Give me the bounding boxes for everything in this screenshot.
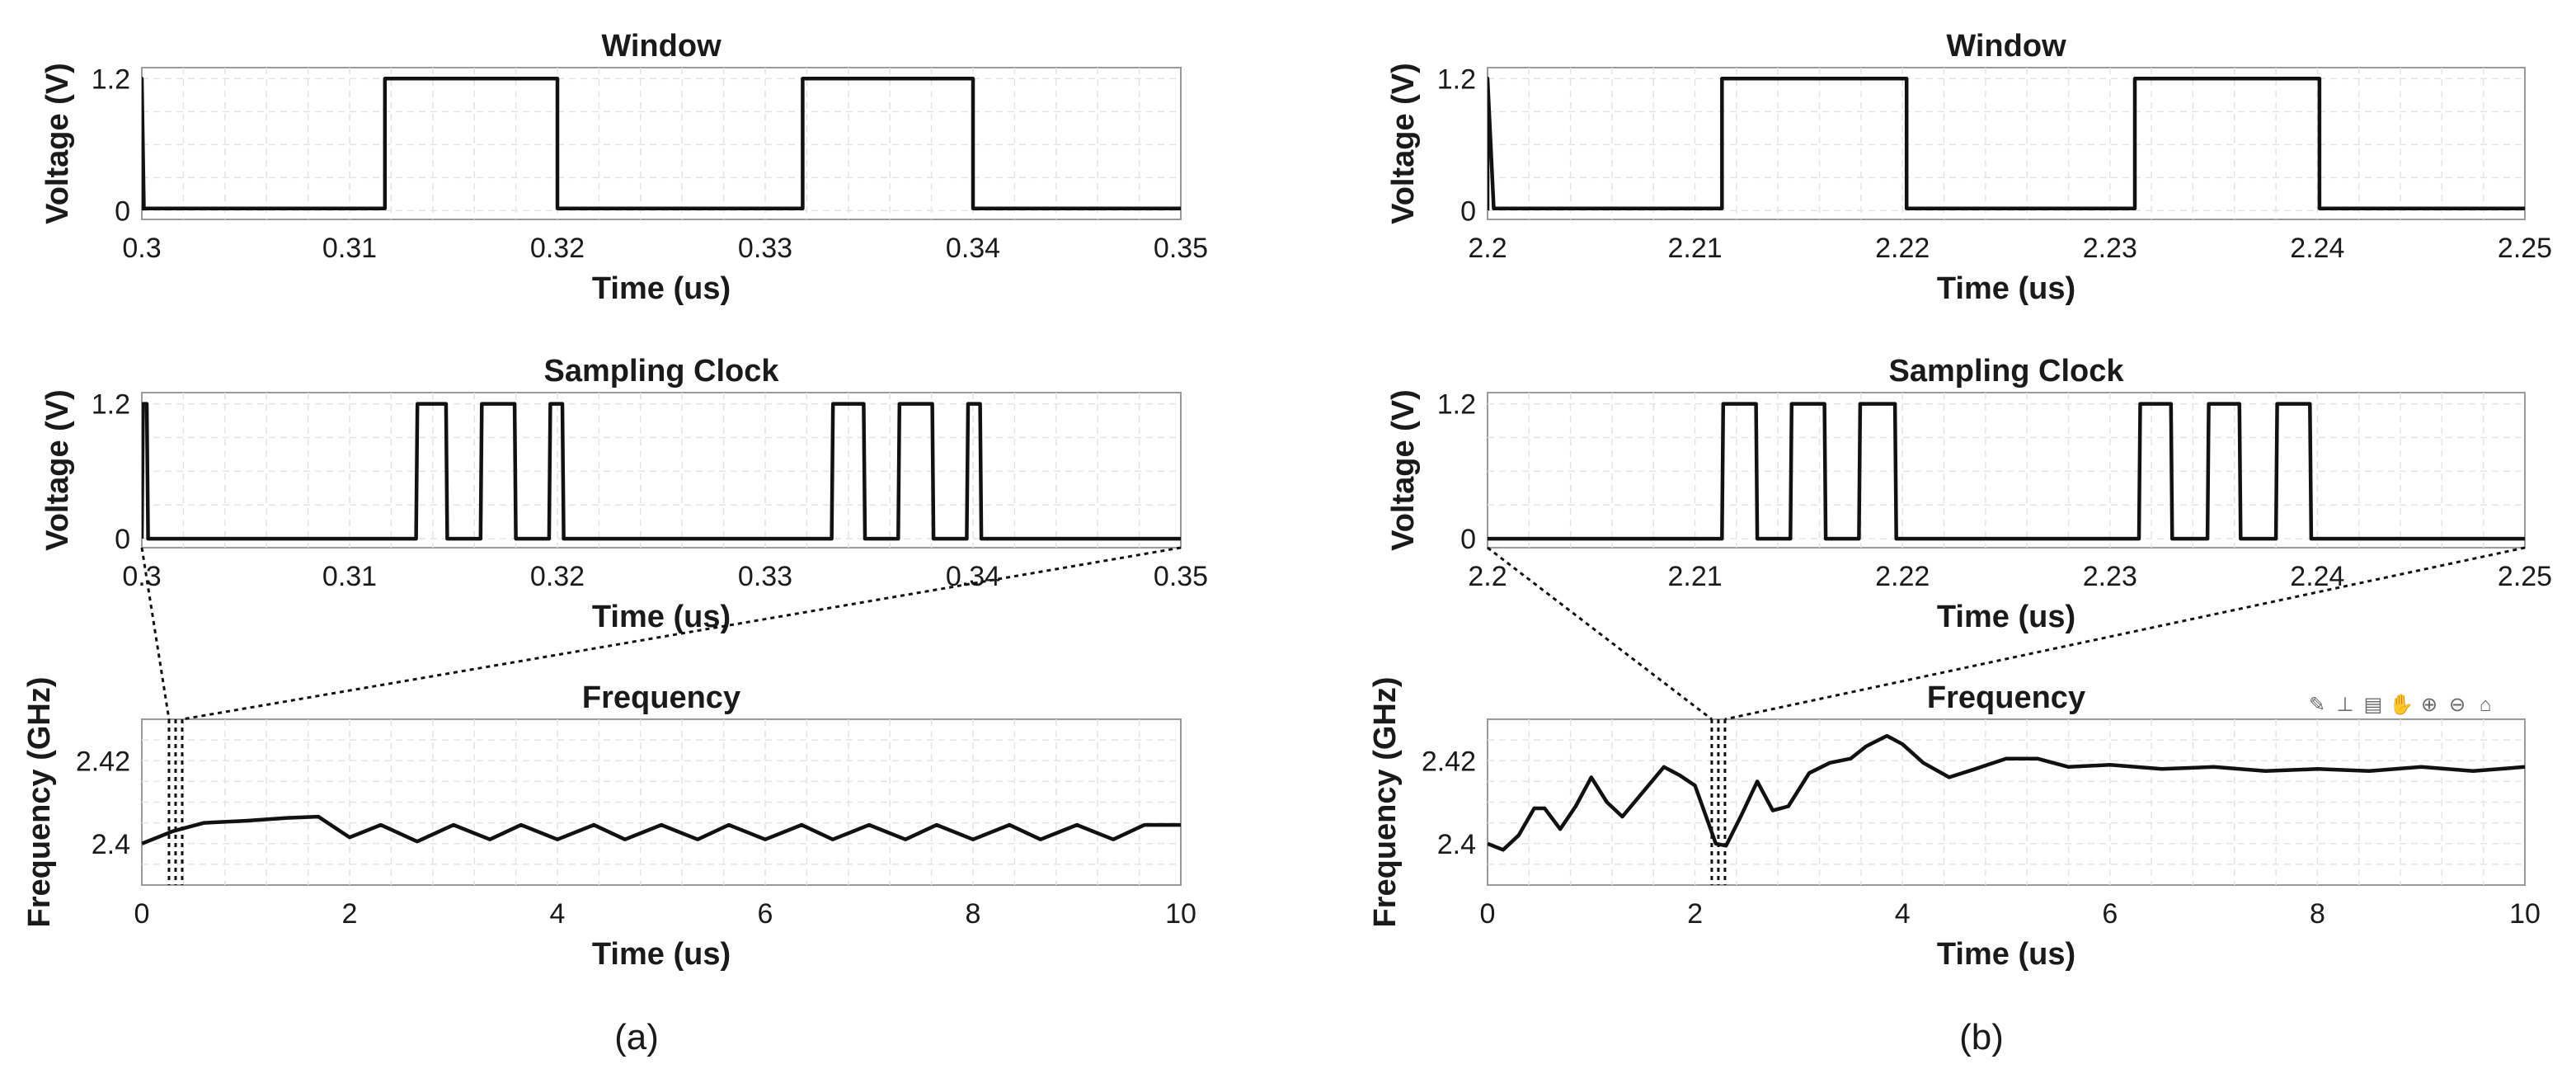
x-tick-label: 0.33 [738,561,792,592]
y-axis-label: Frequency (GHz) [22,676,57,927]
x-tick-label: 0.34 [946,561,1000,592]
x-tick-label: 0 [1480,898,1496,930]
plot-area [1487,718,2526,886]
y-tick-label: 1.2 [92,389,130,421]
x-tick-label: 0.3 [122,561,161,592]
x-tick-label: 0.35 [1154,561,1208,592]
y-axis-label: Voltage (V) [40,63,75,224]
plot-title: Sampling Clock [543,354,779,388]
x-tick-label: 8 [966,898,981,930]
y-axis-label: Voltage (V) [1386,389,1421,551]
plot-title: Sampling Clock [1888,354,2124,388]
plot-title: Window [601,29,722,64]
data-cursor-icon[interactable]: ▤ [2364,694,2383,716]
y-tick-label: 2.4 [92,829,130,860]
x-tick-label: 0.31 [322,561,377,592]
x-tick-label: 2.21 [1668,561,1723,592]
y-tick-label: 0 [115,195,130,227]
plot-area [141,392,1182,549]
plot-toolbar: ✎ ⊥ ▤ ✋ ⊕ ⊖ ⌂ [2309,693,2491,716]
y-tick-label: 0 [1460,195,1476,227]
x-axis-label: Time (us) [592,937,731,972]
y-axis-label: Voltage (V) [1386,63,1421,224]
series-line [1488,77,2525,211]
series-line [142,402,1181,541]
x-tick-label: 6 [2102,898,2118,930]
x-tick-label: 2.25 [2498,233,2552,264]
plot-area [141,67,1182,220]
zoom-out-icon[interactable]: ⊖ [2449,694,2466,716]
x-tick-label: 2.22 [1875,561,1930,592]
plot-area [1487,67,2526,220]
y-tick-label: 1.2 [1437,389,1476,421]
panel-caption-1: (b) [1959,1017,2004,1057]
x-tick-label: 0.32 [530,233,585,264]
zoom-connector-left [1487,546,1713,721]
x-tick-label: 2.22 [1875,233,1930,264]
x-tick-label: 2.24 [2290,561,2344,592]
x-tick-label: 2.24 [2290,233,2344,264]
home-icon[interactable]: ⌂ [2480,694,2492,716]
x-tick-label: 2.25 [2498,561,2552,592]
y-tick-label: 1.2 [1437,64,1476,95]
plot-title: Frequency [582,680,740,715]
series-line [1488,733,2525,852]
x-axis-label: Time (us) [1937,600,2075,634]
x-tick-label: 2.2 [1468,561,1507,592]
axes-frequency-0: 0 2 4 6 8 10 2.4 2.42 Frequency Time (us) Frequenc… [22,676,1196,972]
y-tick-label: 0 [115,524,130,555]
x-tick-label: 0.35 [1154,233,1208,264]
y-tick-label: 2.42 [76,746,130,777]
x-tick-label: 0.32 [530,561,585,592]
series-line [142,77,1181,211]
x-tick-label: 0.34 [946,233,1000,264]
x-tick-label: 0.33 [738,233,792,264]
x-tick-label: 2.2 [1468,233,1507,264]
x-tick-label: 0 [134,898,150,930]
axes-clock-0: 0.3 0.31 0.32 0.33 0.34 0.35 0 1.2 Sampling Cloc… [40,354,1208,634]
zoom-indicator-0 [140,546,1182,885]
x-tick-label: 2.23 [2083,561,2137,592]
x-tick-label: 0.31 [322,233,377,264]
x-tick-label: 2.21 [1668,233,1723,264]
axes-frequency-1: 0 2 4 6 8 10 2.4 2.42 Frequency Time (us) Frequenc… [1368,676,2541,972]
plot-title: Frequency [1927,680,2085,715]
x-axis-label: Time (us) [592,600,731,634]
y-axis-label: Voltage (V) [40,389,75,551]
x-tick-label: 10 [1165,898,1196,930]
x-tick-label: 8 [2310,898,2325,930]
y-tick-label: 2.4 [1437,829,1476,860]
series-line [1488,402,2525,541]
x-tick-label: 2 [342,898,358,930]
x-tick-label: 4 [1895,898,1911,930]
x-tick-label: 4 [550,898,566,930]
y-tick-label: 1.2 [92,64,130,95]
y-tick-label: 2.42 [1422,746,1476,777]
x-tick-label: 2.23 [2083,233,2137,264]
zoom-connector-right [181,546,1182,721]
brush-icon[interactable]: ✎ [2309,694,2325,716]
axes-window-0: 0.3 0.31 0.32 0.33 0.34 0.35 0 1.2 Window Time (u… [40,29,1208,306]
axes-clock-1: 2.2 2.21 2.22 2.23 2.24 2.25 0 1.2 Sampling Cloc… [1386,354,2552,634]
pan-icon[interactable]: ✋ [2389,693,2414,716]
zoom-in-icon[interactable]: ⊕ [2421,694,2437,716]
x-tick-label: 6 [758,898,773,930]
x-axis-label: Time (us) [592,271,731,306]
y-tick-label: 0 [1460,524,1476,555]
plot-area [1487,392,2526,549]
x-tick-label: 0.3 [122,233,161,264]
x-axis-label: Time (us) [1937,937,2075,972]
x-axis-label: Time (us) [1937,271,2075,306]
zoom-indicator-1 [1487,546,2526,885]
x-tick-label: 2 [1687,898,1703,930]
plot-title: Window [1946,29,2066,64]
y-axis-label: Frequency (GHz) [1368,676,1403,927]
x-tick-label: 10 [2509,898,2541,930]
series-line [142,814,1181,845]
axes-window-1: 2.2 2.21 2.22 2.23 2.24 2.25 0 1.2 Window Time (u… [1386,29,2552,306]
data-tip-icon[interactable]: ⊥ [2337,694,2354,716]
panel-caption-0: (a) [614,1017,659,1057]
